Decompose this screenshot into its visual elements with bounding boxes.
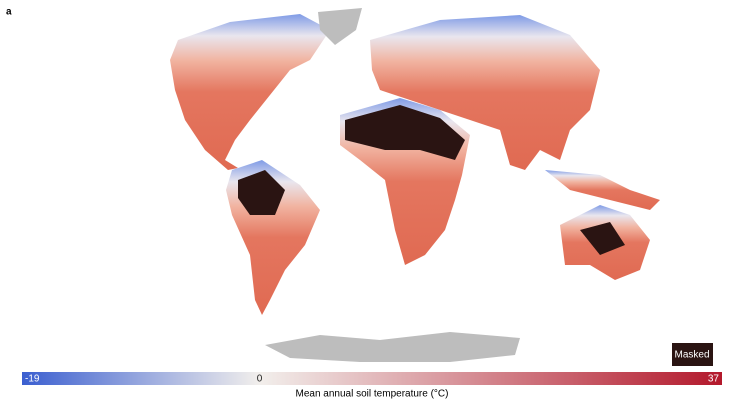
indonesia [545, 170, 660, 210]
colorbar [22, 372, 722, 385]
australia-masked [580, 222, 625, 255]
antarctica [265, 332, 520, 362]
greenland [318, 8, 362, 45]
amazon-masked [238, 170, 285, 215]
colorbar-tick-label: -19 [25, 374, 40, 385]
panel-label: a [6, 7, 12, 18]
colorbar-tick-label: 37 [708, 374, 720, 385]
north-america [170, 14, 330, 170]
eurasia [370, 15, 600, 170]
colorbar-tick-label: 0 [257, 374, 263, 385]
sahara-masked [345, 105, 465, 160]
masked-swatch [672, 343, 713, 366]
colorbar-title: Mean annual soil temperature (°C) [296, 389, 449, 400]
world-map [170, 8, 660, 362]
masked-label: Masked [674, 350, 709, 361]
